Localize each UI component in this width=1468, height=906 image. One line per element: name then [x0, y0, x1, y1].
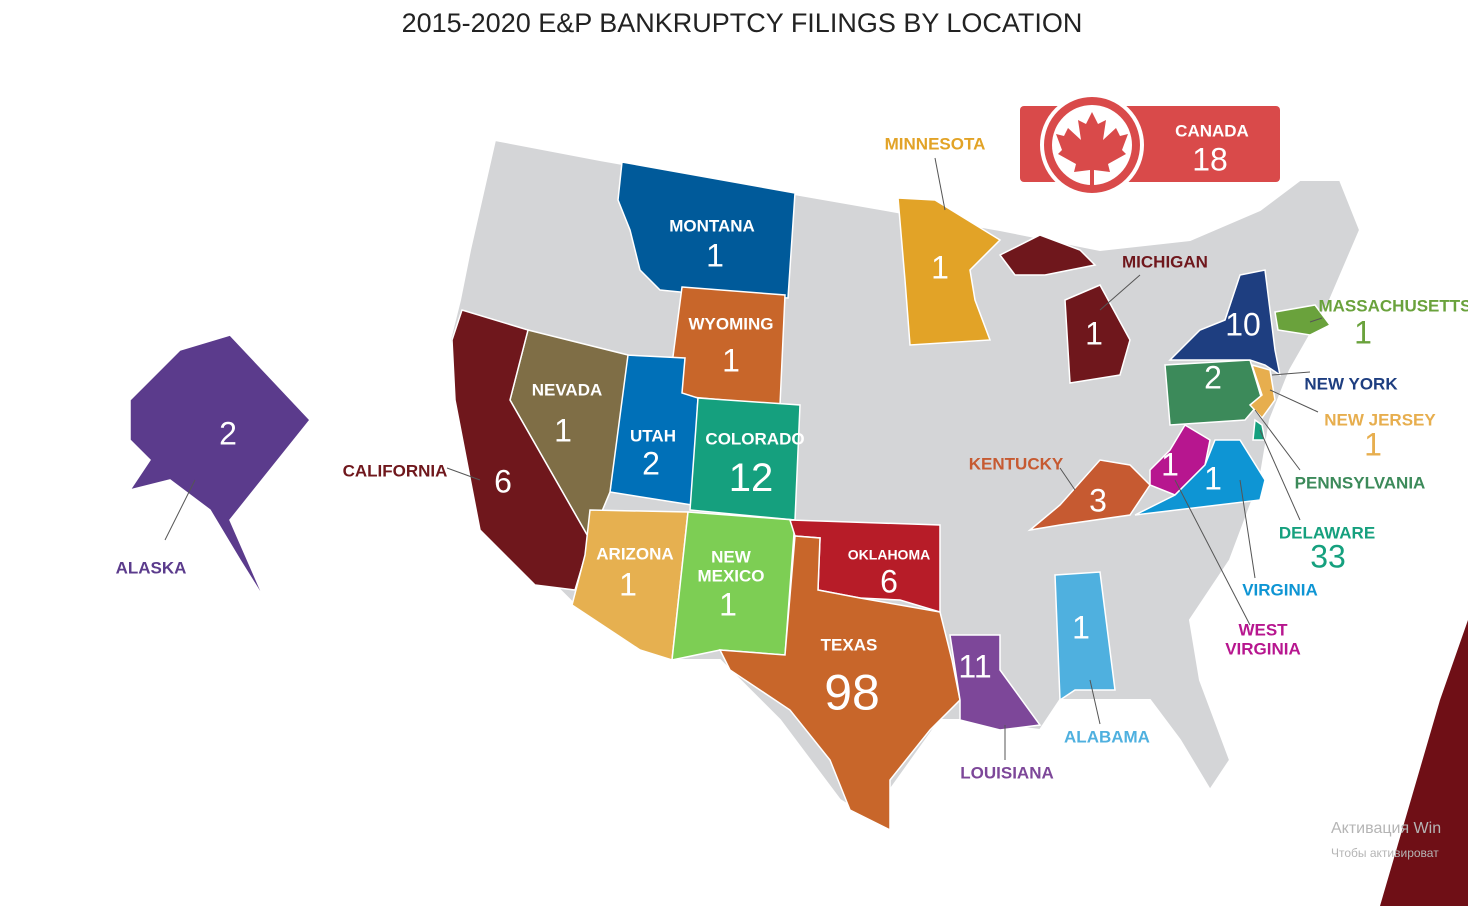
state-count: 1 [1161, 446, 1179, 483]
state-shape [949, 634, 1042, 731]
state-count: 1 [1204, 460, 1222, 497]
state-name: COLORADO [705, 429, 805, 449]
state-shape [1164, 359, 1263, 426]
state-shape [451, 309, 591, 591]
state-name: OKLAHOMA [847, 546, 931, 563]
state-name: UTAH [630, 426, 676, 446]
state-count: 1 [931, 249, 949, 286]
state-count: 1 [554, 412, 572, 449]
state-shape [1168, 269, 1282, 377]
state-count: 1 [1364, 426, 1382, 463]
state-name: MICHIGAN [1122, 252, 1208, 272]
state-name: MONTANA [669, 216, 755, 236]
state-shape [128, 334, 311, 601]
state-name: LOUISIANA [960, 763, 1054, 783]
state-count: 10 [1225, 306, 1261, 343]
state-name: NEW MEXICO [697, 547, 765, 585]
state-name: DELAWARE [1278, 523, 1376, 543]
state-name: TEXAS [820, 635, 878, 655]
state-name: MINNESOTA [884, 134, 986, 154]
state-name: ALABAMA [1064, 727, 1150, 747]
watermark: Активация Win [1331, 820, 1442, 837]
watermark: Чтобы активироват [1331, 846, 1439, 860]
state-shape [897, 197, 1002, 346]
state-shape [998, 234, 1097, 276]
state-shape [1248, 363, 1276, 420]
state-count: 11 [958, 648, 992, 685]
state-count: 2 [1204, 359, 1222, 396]
state-count: 2 [219, 415, 237, 452]
state-count: 2 [642, 445, 660, 482]
state-count: 33 [1310, 538, 1346, 575]
canada-count: 18 [1192, 141, 1228, 178]
leader-lines [164, 157, 1323, 760]
state-name: ALASKA [115, 558, 187, 578]
state-count: 1 [1354, 314, 1372, 351]
state-count: 12 [728, 456, 774, 500]
state-name: ARIZONA [596, 544, 674, 564]
state-name: PENNSYLVANIA [1294, 473, 1426, 493]
canada-name: CANADA [1175, 121, 1249, 141]
state-shape [1274, 304, 1332, 336]
state-count: 3 [1089, 482, 1107, 519]
state-shape [1064, 284, 1131, 384]
state-name: NEW YORK [1304, 374, 1398, 394]
state-name: MASSACHUSETTS [1318, 296, 1468, 316]
state-name: NEVADA [531, 380, 603, 400]
state-count: 1 [619, 566, 637, 603]
state-count: 1 [1072, 609, 1090, 646]
state-shape [1027, 459, 1151, 532]
state-count: 1 [1085, 315, 1103, 352]
state-name: WYOMING [688, 314, 774, 334]
state-shape [1149, 423, 1211, 496]
state-shape [1054, 571, 1116, 702]
state-count: 1 [706, 237, 724, 274]
state-name: WEST VIRGINIA [1225, 620, 1301, 658]
state-shape [718, 535, 961, 832]
state-count: 98 [824, 664, 880, 721]
state-name: NEW JERSEY [1324, 410, 1436, 430]
title: 2015-2020 E&P BANKRUPTCY FILINGS BY LOCA… [401, 8, 1083, 38]
state-shape [617, 161, 796, 299]
state-count: 1 [722, 342, 740, 379]
state-name: KENTUCKY [968, 454, 1064, 474]
state-count: 6 [880, 563, 898, 600]
state-name: CALIFORNIA [342, 461, 448, 481]
state-count: 6 [494, 463, 512, 500]
state-name: VIRGINIA [1242, 580, 1318, 600]
maple-leaf [1056, 112, 1128, 186]
state-count: 1 [719, 586, 737, 623]
corner-decoration [1380, 620, 1468, 906]
